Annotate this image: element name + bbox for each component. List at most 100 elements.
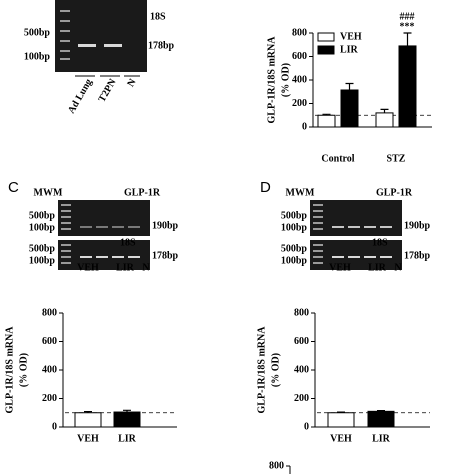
y-tick-label: 0 (304, 421, 309, 432)
ladder-band (60, 50, 70, 52)
gel-band (380, 256, 392, 258)
bar (367, 410, 395, 428)
marker-label: 500bp (281, 243, 308, 254)
ladder-band (313, 250, 323, 252)
legend-label: LIR (340, 44, 359, 55)
y-tick-label: 400 (294, 364, 309, 375)
gel-band (364, 256, 376, 258)
error-bar (377, 410, 385, 412)
y-tick-label: 600 (42, 336, 57, 347)
size-label: 178bp (404, 250, 431, 261)
bar (327, 412, 355, 428)
y-axis-label: GLP-1R/18S mRNA (4, 326, 15, 414)
y-tick-label: 400 (42, 364, 57, 375)
x-tick-label: VEH (330, 433, 352, 444)
y-axis-label: (% OD) (270, 353, 281, 387)
lane-label: VEH (329, 262, 351, 273)
gel-band (104, 44, 122, 47)
y-tick-label: 0 (52, 421, 57, 432)
gel-band (128, 226, 140, 228)
ladder-band (313, 216, 323, 218)
gel-image (310, 200, 402, 236)
lane-label: T2PN (97, 76, 119, 104)
ladder-band (313, 222, 323, 224)
gel-band (112, 256, 124, 258)
error-bar (123, 409, 131, 413)
annotation: *** (400, 21, 415, 32)
gel-band (96, 226, 108, 228)
ladder-label: MWM (286, 187, 315, 198)
y-tick-label: 800 (294, 307, 309, 318)
gel-band (332, 226, 344, 228)
marker-label: 100bp (281, 255, 308, 266)
target-label: GLP-1R (376, 187, 413, 198)
marker-label: 100bp (29, 255, 56, 266)
x-tick-label: LIR (118, 433, 137, 444)
target-label: 18S (150, 11, 166, 22)
y-tick-label: 200 (294, 393, 309, 404)
gel-band (80, 226, 92, 228)
lane-label: N (142, 262, 150, 273)
ladder-label: MWM (34, 187, 63, 198)
marker-label: 500bp (24, 27, 51, 38)
lane-label: N (394, 262, 402, 273)
annotation: * (348, 103, 353, 114)
lane-label: LIR (116, 262, 135, 273)
gel-band (96, 256, 108, 258)
control-label: 18S (372, 237, 388, 248)
size-label: 190bp (404, 220, 431, 231)
ladder-band (61, 228, 71, 230)
error-bar (84, 411, 92, 413)
marker-label: 100bp (29, 222, 56, 233)
panel-label: D (260, 179, 271, 196)
ladder-band (60, 20, 70, 22)
marker-label: 500bp (281, 210, 308, 221)
bar-chart: 0 200 400 600 800 GLP-1R/18S mRNA (% OD) VEH LIR (256, 307, 430, 444)
lane-label: VEH (77, 262, 99, 273)
error-bar (380, 108, 389, 113)
x-tick-label: VEH (77, 433, 99, 444)
bar (317, 114, 336, 128)
marker-label: 500bp (29, 243, 56, 254)
ladder-band (313, 262, 323, 264)
ladder-band (60, 58, 70, 60)
error-bar (337, 411, 345, 413)
marker-label: 100bp (281, 222, 308, 233)
error-bar (403, 32, 412, 46)
gel-band (128, 256, 140, 258)
size-label: 190bp (152, 220, 179, 231)
lane-label: LIR (368, 262, 387, 273)
y-tick-label: 800 (292, 27, 307, 38)
x-tick-label: STZ (387, 153, 406, 164)
gel-image (310, 240, 402, 270)
ladder-band (61, 256, 71, 258)
size-label: 178bp (152, 250, 179, 261)
y-tick-label: 200 (292, 98, 307, 109)
y-axis-label: (% OD) (18, 353, 29, 387)
lane-label: N (125, 76, 139, 88)
gel-band (78, 44, 96, 47)
ladder-band (61, 204, 71, 206)
bar (74, 412, 102, 428)
legend-swatch (317, 45, 335, 55)
ladder-band (61, 244, 71, 246)
y-tick-label: 200 (42, 393, 57, 404)
ladder-band (61, 210, 71, 212)
ladder-band (313, 210, 323, 212)
legend-swatch (317, 32, 335, 42)
y-axis-label: GLP-1R/18S mRNA (256, 326, 267, 414)
target-label: GLP-1R (124, 187, 161, 198)
legend-label: VEH (340, 31, 362, 42)
x-tick-label: Control (321, 153, 354, 164)
ladder-band (313, 204, 323, 206)
y-tick-label: 800 (42, 307, 57, 318)
y-tick-label: 0 (302, 121, 307, 132)
control-label: 18S (120, 237, 136, 248)
bar-chart: 0 200 400 600 800 GLP-1R/18S mRNA (% OD) VEH LIR (4, 307, 177, 444)
annotation: ### (400, 11, 415, 22)
y-tick-label: 800 (269, 460, 284, 471)
